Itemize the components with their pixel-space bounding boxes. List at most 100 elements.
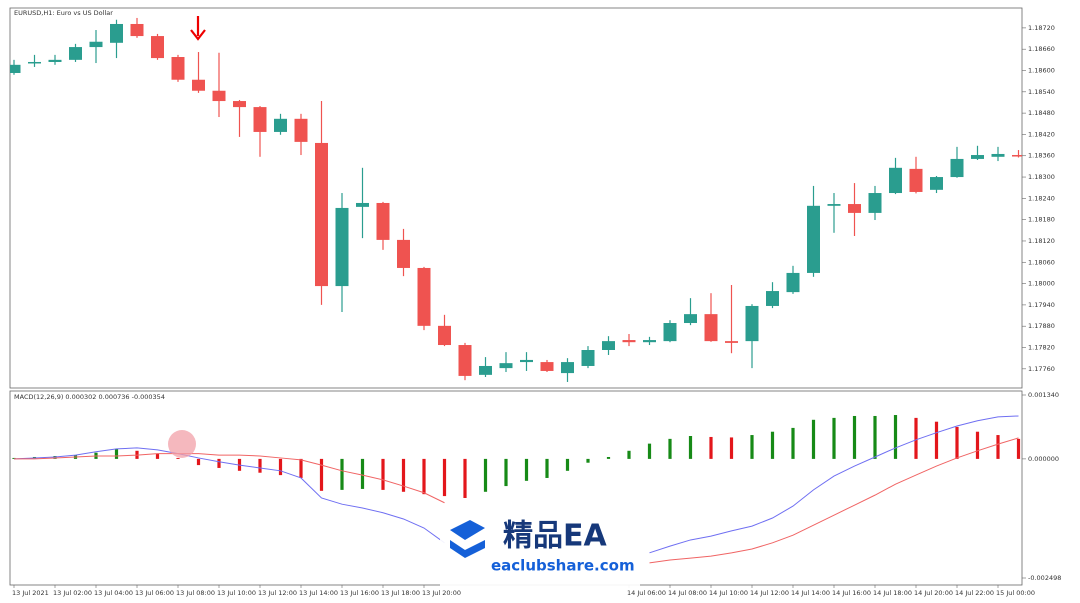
histogram-bar [258, 458, 262, 473]
y-tick-label: 1.18240 [1028, 194, 1055, 202]
candle-body [10, 64, 21, 73]
histogram-bar [155, 453, 160, 459]
x-tick-label: 13 Jul 16:00 [340, 589, 379, 597]
candle-body [561, 362, 574, 374]
watermark-url: eaclubshare.com [491, 557, 635, 575]
x-tick-label: 13 Jul 18:00 [381, 589, 420, 597]
histogram-bar [401, 458, 406, 492]
candle-body [479, 365, 492, 375]
candle-body [253, 107, 267, 132]
x-tick-label: 14 Jul 06:00 [627, 589, 666, 597]
histogram-bar [545, 458, 549, 478]
candle-body [520, 359, 533, 363]
candle-body [602, 341, 615, 350]
y-tick-label: 1.18180 [1028, 216, 1055, 224]
candle-body [212, 90, 226, 102]
candle-body [28, 61, 41, 64]
candle-body [991, 153, 1005, 157]
candle-body [622, 340, 636, 343]
histogram-bar [627, 450, 631, 459]
x-tick-label: 13 Jul 06:00 [135, 589, 174, 597]
histogram-bar [934, 421, 939, 459]
candle-body [438, 325, 451, 346]
candle-body [704, 314, 718, 342]
candle-body [48, 59, 62, 62]
arrow-annotation [190, 16, 206, 41]
y-tick-label: 1.18000 [1028, 280, 1055, 288]
candle-body [827, 204, 841, 206]
histogram-bar [770, 431, 775, 459]
y-tick-label: 1.18660 [1028, 45, 1055, 53]
candle-body [294, 118, 308, 142]
histogram-bar [196, 458, 201, 466]
y-tick-label: 1.17940 [1028, 301, 1055, 309]
candle-body [643, 340, 656, 343]
x-tick-label: 13 Jul 02:00 [53, 589, 92, 597]
histogram-bar [606, 456, 611, 459]
price-plot [10, 17, 1022, 382]
candle-body [950, 158, 964, 178]
candle-body [499, 363, 513, 369]
histogram-bar [299, 458, 303, 478]
candle-body [868, 193, 882, 213]
y-tick-label: 1.18060 [1028, 258, 1055, 266]
histogram-bar [176, 457, 180, 459]
x-tick-label: 14 Jul 16:00 [832, 589, 871, 597]
histogram-bar [319, 458, 324, 491]
y-tick-label: 1.18420 [1028, 130, 1055, 138]
y-tick-label: 1.18600 [1028, 67, 1055, 75]
histogram-bar [360, 458, 365, 489]
candle-body [725, 341, 738, 343]
y-tick-label: 1.18540 [1028, 88, 1055, 96]
y-tick-label: 1.18480 [1028, 109, 1055, 117]
histogram-bar [832, 417, 836, 459]
x-tick-label: 13 Jul 04:00 [94, 589, 133, 597]
y-tick-label: 1.18300 [1028, 173, 1055, 181]
histogram-bar [340, 458, 344, 490]
histogram-bar [463, 458, 467, 498]
histogram-bar [217, 458, 221, 468]
candle-body [335, 207, 349, 287]
chart-title: EURUSD,H1: Euro vs US Dollar [14, 9, 113, 17]
histogram-bar [381, 458, 385, 490]
candle-body [151, 36, 164, 59]
histogram-bar [1016, 438, 1021, 459]
histogram-bar [996, 435, 1000, 459]
candle-body [581, 350, 595, 366]
x-tick-label: 13 Jul 10:00 [217, 589, 256, 597]
candle-body [171, 57, 185, 80]
macd-line [14, 437, 1019, 564]
highlight-circle [168, 430, 196, 458]
candle-body [971, 155, 984, 159]
x-tick-label: 13 Jul 2021 [12, 589, 49, 597]
x-tick-label: 13 Jul 20:00 [422, 589, 461, 597]
y-tick-label: 1.17760 [1028, 365, 1055, 373]
candle-body [192, 79, 205, 91]
candle-body [315, 142, 328, 287]
candle-body [930, 177, 943, 190]
histogram-bar [688, 436, 693, 459]
x-tick-label: 14 Jul 12:00 [750, 589, 789, 597]
histogram-bar [791, 427, 795, 459]
y-tick-label: 0.000000 [1028, 455, 1059, 463]
histogram-bar [524, 458, 529, 481]
candle-body [848, 204, 861, 213]
y-tick-label: 1.18360 [1028, 152, 1055, 160]
histogram-bar [852, 415, 857, 459]
y-tick-label: 0.001340 [1028, 391, 1059, 399]
candle-body [397, 239, 410, 268]
x-tick-label: 14 Jul 20:00 [914, 589, 953, 597]
histogram-bar [955, 426, 959, 459]
candle-body [745, 305, 759, 342]
candle-body [89, 41, 103, 48]
histogram-bar [114, 448, 119, 459]
histogram-bar [278, 458, 283, 476]
axes: 1.18720 1.18660 1.18600 1.18540 1.18480 1.184… [12, 24, 1061, 597]
candle-body [233, 101, 246, 108]
histogram-bar [504, 458, 508, 487]
x-tick-label: 14 Jul 18:00 [873, 589, 912, 597]
histogram-bar [893, 415, 898, 459]
candle-body [889, 167, 902, 194]
histogram-bar [586, 458, 590, 463]
